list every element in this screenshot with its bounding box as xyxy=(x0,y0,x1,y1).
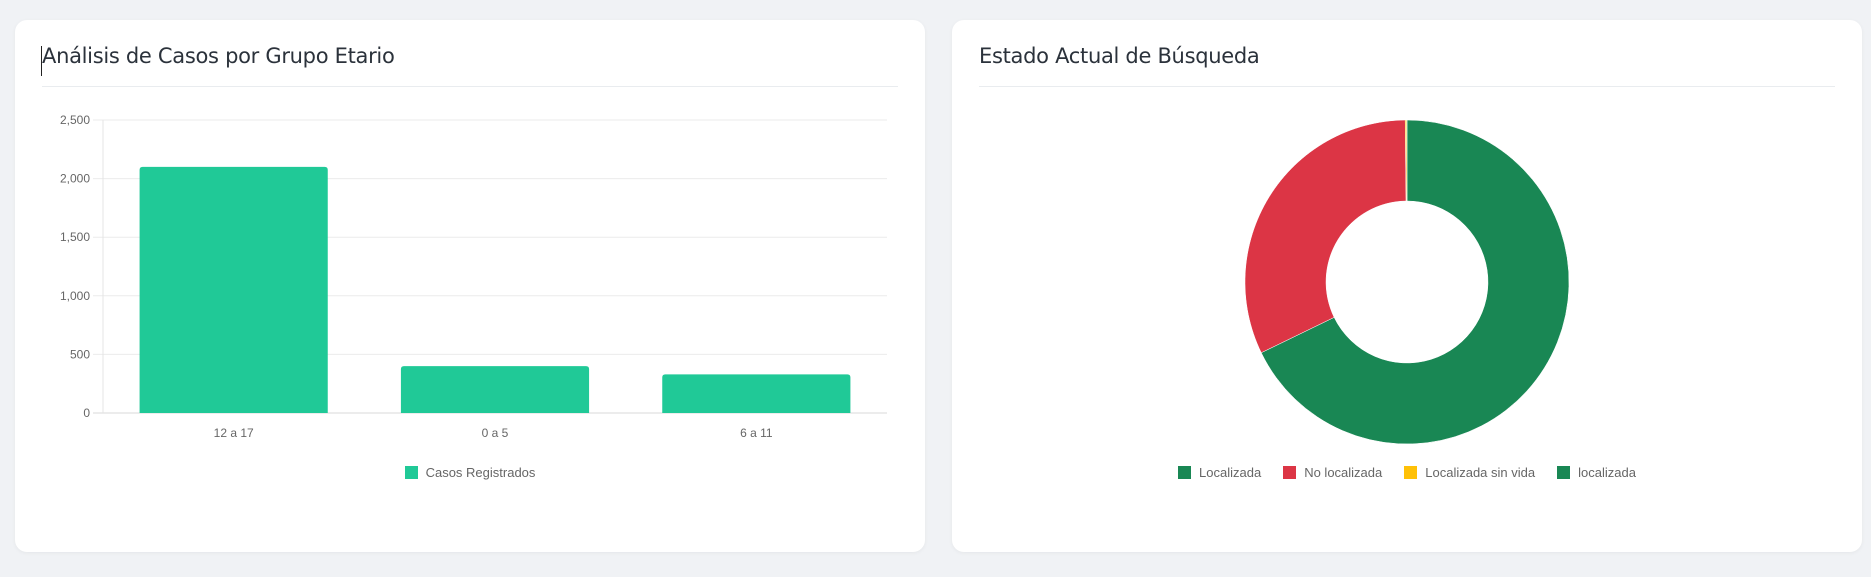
bar[interactable] xyxy=(400,366,590,413)
x-axis-ticks: 12 a 17 0 a 5 6 a 11 xyxy=(214,426,773,440)
age-group-card: Análisis de Casos por Grupo Etario 0 500 1… xyxy=(15,20,925,552)
y-tick-label: 500 xyxy=(70,347,90,361)
y-tick-label: 1,000 xyxy=(60,289,90,303)
search-status-card: Estado Actual de Búsqueda Localizada No l… xyxy=(952,20,1862,552)
x-tick-label: 0 a 5 xyxy=(482,426,509,440)
legend-swatch xyxy=(1283,466,1297,479)
legend-swatch xyxy=(1178,466,1192,479)
y-tick-label: 1,500 xyxy=(60,230,90,244)
legend-label: Localizada xyxy=(1199,465,1262,480)
legend-label: localizada xyxy=(1578,465,1636,480)
legend-item[interactable]: Localizada xyxy=(1178,465,1261,480)
donut-slice[interactable] xyxy=(1244,119,1407,354)
donut-slices xyxy=(1244,119,1570,445)
legend-swatch xyxy=(1557,466,1571,479)
text-caret xyxy=(41,46,42,76)
legend-swatch xyxy=(1404,466,1418,479)
legend-label: Localizada sin vida xyxy=(1425,465,1536,480)
bar[interactable] xyxy=(139,166,328,413)
card-title: Análisis de Casos por Grupo Etario xyxy=(42,44,395,68)
y-tick-label: 2,000 xyxy=(60,172,90,186)
y-axis-ticks: 0 500 1,000 1,500 2,000 2,500 xyxy=(60,113,90,420)
legend-item[interactable]: No localizada xyxy=(1283,465,1382,480)
legend-item[interactable]: Localizada sin vida xyxy=(1404,465,1535,480)
bar-chart[interactable]: 0 500 1,000 1,500 2,000 2,500 12 a 17 0 a 5 6 a… xyxy=(15,20,925,460)
donut-chart[interactable] xyxy=(952,20,1862,460)
bars xyxy=(139,166,851,413)
x-tick-label: 12 a 17 xyxy=(214,426,254,440)
title-divider xyxy=(42,86,898,87)
y-tick-label: 2,500 xyxy=(60,113,90,127)
bar-legend: Casos Registrados xyxy=(15,465,925,480)
legend-item[interactable]: Casos Registrados xyxy=(404,465,536,480)
donut-slice[interactable] xyxy=(1260,119,1570,445)
card-title: Estado Actual de Búsqueda xyxy=(979,44,1260,68)
y-tick-label: 0 xyxy=(83,406,90,420)
legend-label: No localizada xyxy=(1304,465,1383,480)
title-divider xyxy=(979,86,1835,87)
bar[interactable] xyxy=(662,374,851,413)
donut-legend: Localizada No localizada Localizada sin vi… xyxy=(952,465,1862,480)
x-tick-label: 6 a 11 xyxy=(740,426,773,440)
legend-swatch xyxy=(404,466,418,479)
legend-item[interactable]: localizada xyxy=(1557,465,1636,480)
legend-label: Casos Registrados xyxy=(425,465,536,480)
